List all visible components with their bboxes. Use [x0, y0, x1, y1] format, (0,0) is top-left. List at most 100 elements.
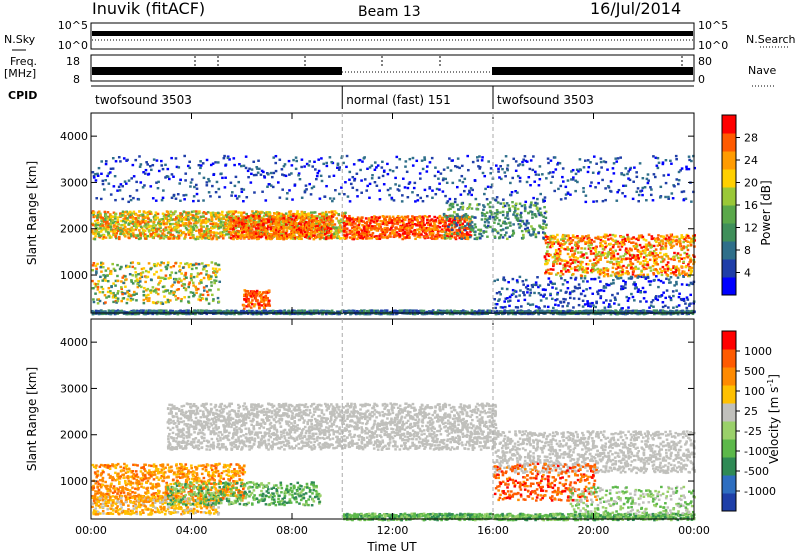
echo-cell	[390, 196, 394, 200]
echo-cell	[242, 234, 246, 237]
echo-cell	[421, 220, 425, 224]
echo-cell	[305, 213, 309, 216]
echo-cell	[474, 197, 478, 201]
echo-cell	[334, 230, 338, 233]
echo-cell	[445, 181, 449, 185]
echo-cell	[400, 215, 404, 219]
echo-cell	[230, 194, 233, 197]
echo-cell	[316, 215, 320, 218]
echo-cell	[224, 214, 228, 217]
echo-cell	[200, 235, 203, 239]
echo-cell	[296, 227, 299, 230]
echo-cell	[267, 225, 270, 228]
echo-cell	[194, 183, 198, 187]
echo-cell	[456, 214, 459, 218]
echo-cell	[189, 229, 192, 232]
echo-cell	[217, 300, 221, 303]
echo-cell	[128, 220, 132, 223]
echo-cell	[154, 199, 158, 202]
echo-cell	[440, 230, 444, 233]
echo-cell	[300, 237, 303, 241]
echo-cell	[331, 199, 334, 203]
echo-cell	[214, 262, 217, 265]
echo-cell	[443, 220, 447, 223]
echo-cell	[269, 171, 273, 175]
echo-cell	[272, 171, 276, 175]
echo-cell	[365, 222, 369, 225]
echo-cell	[147, 220, 150, 224]
echo-cell	[252, 294, 256, 297]
echo-cell	[268, 224, 272, 227]
echo-cell	[108, 213, 112, 216]
echo-cell	[102, 278, 106, 281]
echo-cell	[225, 309, 229, 312]
echo-cell	[127, 200, 130, 204]
echo-cell	[139, 237, 142, 240]
echo-cell	[194, 224, 198, 228]
echo-cell	[297, 232, 301, 235]
echo-cell	[190, 230, 194, 234]
echo-cell	[209, 222, 212, 226]
echo-cell	[190, 278, 193, 282]
echo-cell	[175, 217, 178, 220]
echo-cell	[293, 184, 297, 187]
echo-cell	[458, 179, 462, 182]
echo-cell	[458, 228, 461, 231]
echo-cell	[130, 234, 133, 238]
echo-cell	[96, 172, 99, 176]
echo-cell	[373, 181, 377, 184]
echo-cell	[159, 312, 163, 315]
echo-cell	[459, 221, 462, 224]
echo-cell	[169, 210, 173, 213]
echo-cell	[264, 309, 268, 312]
echo-cell	[318, 217, 322, 220]
echo-cell	[106, 279, 110, 283]
echo-cell	[311, 165, 315, 168]
echo-cell	[235, 197, 239, 200]
echo-cell	[277, 212, 281, 215]
echo-cell	[365, 226, 369, 229]
echo-cell	[282, 215, 286, 218]
echo-cell	[114, 160, 118, 163]
echo-cell	[464, 312, 468, 316]
echo-cell	[494, 302, 498, 306]
echo-cell	[245, 225, 249, 229]
echo-cell	[488, 215, 492, 218]
echo-cell	[170, 173, 174, 176]
echo-cell	[232, 227, 235, 231]
echo-cell	[159, 222, 162, 226]
echo-cell	[115, 231, 119, 235]
echo-cell	[446, 228, 450, 231]
echo-cell	[435, 187, 439, 191]
echo-cell	[227, 210, 231, 214]
echo-cell	[162, 189, 165, 192]
echo-cell	[209, 211, 213, 215]
echo-cell	[104, 160, 108, 163]
echo-cell	[156, 212, 160, 216]
echo-cell	[453, 210, 456, 214]
echo-cell	[205, 298, 208, 302]
echo-cell	[317, 222, 321, 225]
echo-cell	[272, 312, 275, 315]
echo-cell	[127, 289, 131, 293]
echo-cell	[420, 309, 423, 313]
echo-cell	[199, 234, 203, 237]
echo-cell	[259, 226, 263, 230]
echo-cell	[461, 226, 464, 229]
echo-cell	[156, 300, 160, 304]
echo-cell	[394, 233, 397, 237]
echo-cell	[105, 226, 108, 229]
echo-cell	[370, 237, 373, 240]
echo-cell	[192, 312, 196, 315]
echo-cell	[135, 292, 138, 295]
echo-cell	[483, 205, 486, 209]
echo-cell	[292, 212, 295, 216]
echo-cell	[187, 263, 191, 267]
echo-cell	[166, 210, 170, 214]
echo-cell	[282, 225, 285, 228]
echo-cell	[127, 294, 131, 298]
echo-cell	[160, 217, 164, 221]
echo-cell	[317, 312, 321, 315]
echo-cell	[305, 226, 309, 229]
echo-cell	[331, 219, 335, 222]
